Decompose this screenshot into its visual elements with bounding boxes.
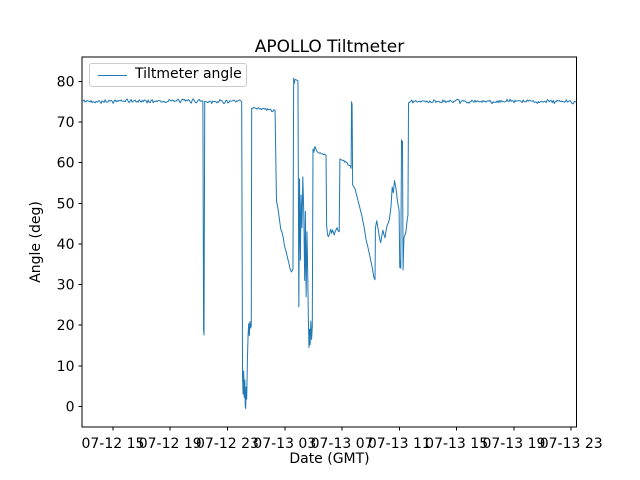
y-tick-label: 40 — [57, 237, 75, 253]
y-tick-label: 20 — [57, 318, 75, 334]
x-tick-label: 07-13 11 — [368, 436, 431, 452]
x-tick-label: 07-13 07 — [311, 436, 374, 452]
y-tick-label: 10 — [57, 359, 75, 375]
y-tick-label: 80 — [57, 74, 75, 90]
x-tick-label: 07-12 15 — [81, 436, 144, 452]
x-tick-label: 07-13 15 — [425, 436, 488, 452]
legend-label: Tiltmeter angle — [135, 66, 242, 82]
x-axis-label: Date (GMT) — [289, 451, 370, 467]
tiltmeter-angle-line — [82, 77, 577, 410]
x-tick-label: 07-12 19 — [139, 436, 202, 452]
y-tick-label: 70 — [57, 115, 75, 131]
legend-line-sample — [98, 74, 127, 76]
chart-title: APOLLO Tiltmeter — [254, 37, 405, 57]
x-tick-label: 07-13 19 — [482, 436, 545, 452]
axes-frame — [81, 56, 577, 428]
x-tick-label: 07-12 23 — [196, 436, 259, 452]
y-axis-label: Angle (deg) — [28, 201, 44, 283]
y-tick-label: 30 — [57, 278, 75, 294]
y-tick-label: 60 — [57, 156, 75, 172]
y-tick-label: 50 — [57, 196, 75, 212]
x-tick-label: 07-13 23 — [540, 436, 603, 452]
legend: Tiltmeter angle — [89, 63, 247, 87]
x-tick-label: 07-13 03 — [253, 436, 316, 452]
y-tick-label: 0 — [66, 399, 75, 415]
